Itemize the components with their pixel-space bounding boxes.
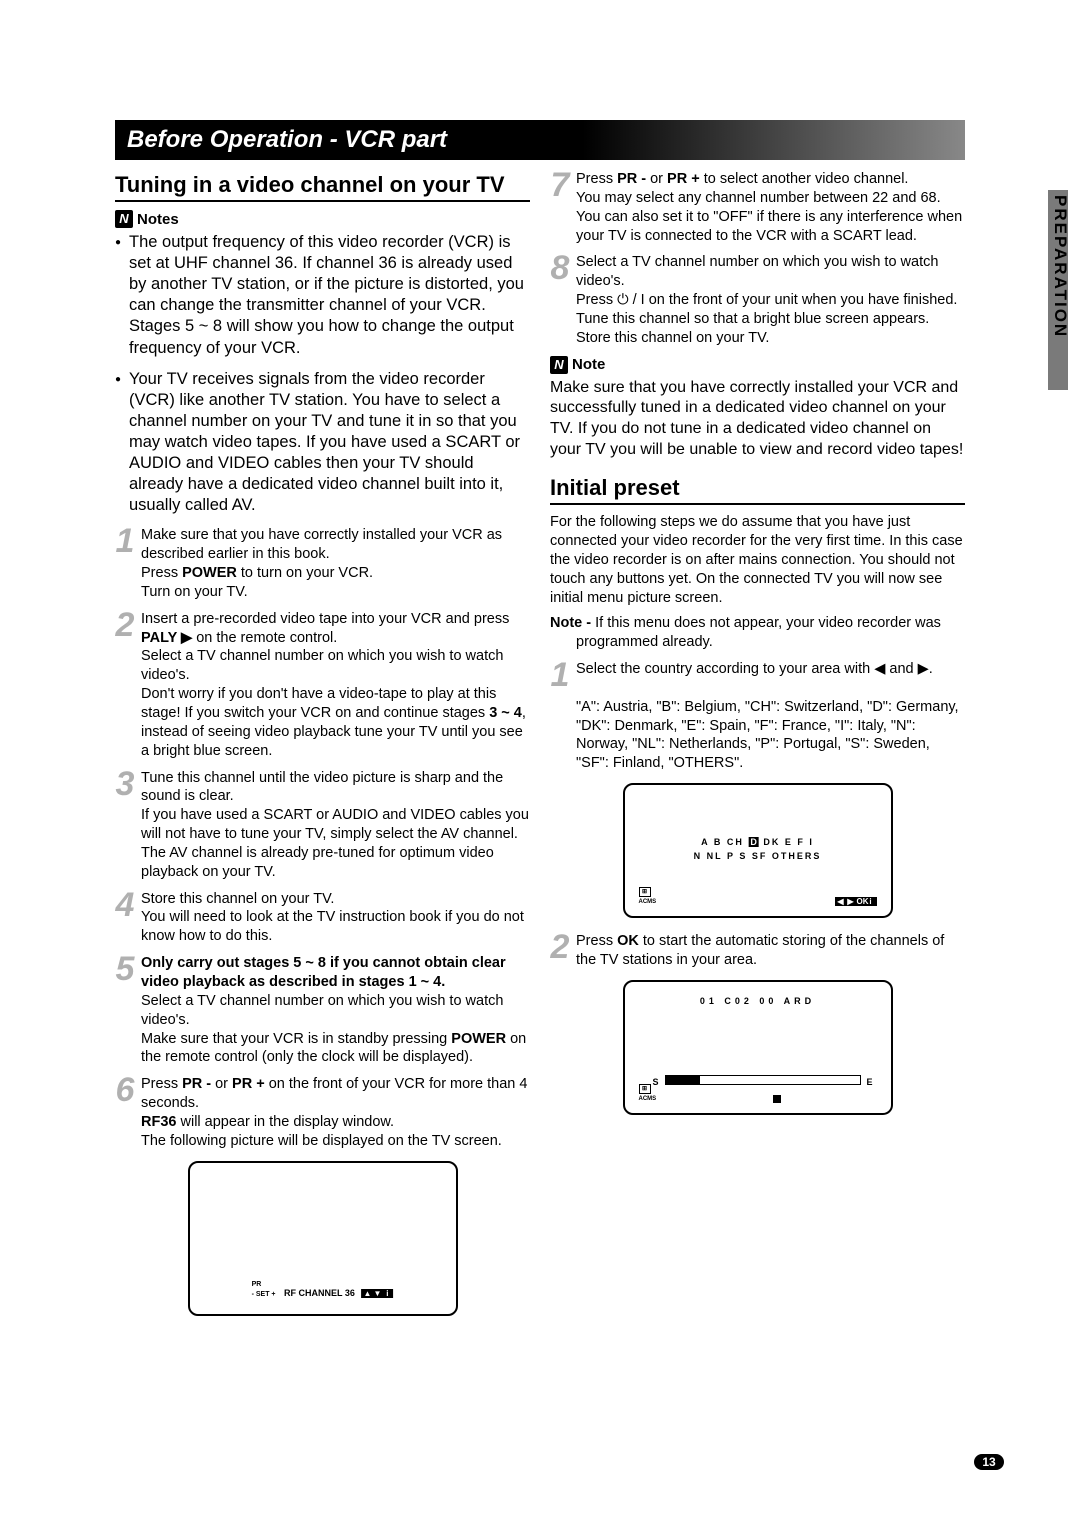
step-num-2: 2 xyxy=(115,610,135,761)
columns: Tuning in a video channel on your TV N N… xyxy=(115,170,965,1330)
step-num-4: 4 xyxy=(115,890,135,947)
preset-step-text-2: Press OK to start the automatic storing … xyxy=(576,932,965,970)
note-text-2: Note xyxy=(572,356,605,373)
tv-screen-scan: 01 C02 00 ARD S E ⊞ ACMS xyxy=(623,980,893,1115)
stop-icon xyxy=(773,1095,781,1103)
step-7: 7 Press PR - or PR + to select another v… xyxy=(550,170,965,245)
right-column: 7 Press PR - or PR + to select another v… xyxy=(550,170,965,1330)
step-text-1: Make sure that you have correctly instal… xyxy=(141,526,530,601)
preset-step-text-1: Select the country according to your are… xyxy=(576,660,965,773)
notes-label: N Notes xyxy=(115,210,530,228)
step-5: 5 Only carry out stages 5 ~ 8 if you can… xyxy=(115,954,530,1067)
side-tab: PREPARATION xyxy=(1036,190,1080,460)
step-text-4: Store this channel on your TV.You will n… xyxy=(141,890,530,947)
step-num-8: 8 xyxy=(550,253,570,347)
preset-step-2: 2 Press OK to start the automatic storin… xyxy=(550,932,965,970)
step-num-1: 1 xyxy=(115,526,135,601)
step-text-2: Insert a pre-recorded video tape into yo… xyxy=(141,610,530,761)
step-8: 8 Select a TV channel number on which yo… xyxy=(550,253,965,347)
side-tab-text: PREPARATION xyxy=(1050,195,1070,338)
scan-e: E xyxy=(866,1077,872,1087)
step-1: 1 Make sure that you have correctly inst… xyxy=(115,526,530,601)
arrow-btns-1: ◀▶OKi xyxy=(835,896,877,906)
page-number: 13 xyxy=(974,1454,1004,1470)
step-num-7: 7 xyxy=(550,170,570,245)
step-text-6: Press PR - or PR + on the front of your … xyxy=(141,1075,530,1150)
tv-screen-country: A B CH D DK E F I N NL P S SF OTHERS ⊞ A… xyxy=(623,783,893,918)
scan-bar-fill xyxy=(666,1076,701,1084)
step-text-7: Press PR - or PR + to select another vid… xyxy=(576,170,965,245)
step-text-5: Only carry out stages 5 ~ 8 if you canno… xyxy=(141,954,530,1067)
step-4: 4 Store this channel on your TV.You will… xyxy=(115,890,530,947)
page-content: Before Operation - VCR part Tuning in a … xyxy=(115,120,965,1330)
bullet-2: Your TV receives signals from the video … xyxy=(129,369,530,517)
acms-icon: ⊞ xyxy=(639,887,651,897)
notes-text: Notes xyxy=(137,211,179,228)
tv-screen-rf: PR - SET + RF CHANNEL 36 ▲▼i xyxy=(188,1161,458,1316)
tuning-title: Tuning in a video channel on your TV xyxy=(115,172,530,202)
country-row-1: A B CH D DK E F I xyxy=(701,837,814,847)
acms-label-2: ⊞ ACMS xyxy=(639,1084,657,1103)
step-3: 3 Tune this channel until the video pict… xyxy=(115,769,530,882)
note-label-2: N Note xyxy=(550,356,965,374)
rf-channel-text: PR - SET + RF CHANNEL 36 ▲▼i xyxy=(252,1278,394,1298)
step-num-5: 5 xyxy=(115,954,135,1067)
step-text-3: Tune this channel until the video pictur… xyxy=(141,769,530,882)
preset-step-num-1: 1 xyxy=(550,660,570,773)
step-text-8: Select a TV channel number on which you … xyxy=(576,253,965,347)
sub-note: Note - If this menu does not appear, you… xyxy=(550,614,965,652)
preset-step-num-2: 2 xyxy=(550,932,570,970)
step-2: 2 Insert a pre-recorded video tape into … xyxy=(115,610,530,761)
initial-preset-title: Initial preset xyxy=(550,475,965,505)
note-icon-2: N xyxy=(550,356,568,374)
step-num-6: 6 xyxy=(115,1075,135,1150)
left-column: Tuning in a video channel on your TV N N… xyxy=(115,170,530,1330)
notes-bullets: The output frequency of this video recor… xyxy=(115,232,530,516)
bullet-1: The output frequency of this video recor… xyxy=(129,232,530,359)
note-body: Make sure that you have correctly instal… xyxy=(550,378,965,461)
scan-top-row: 01 C02 00 ARD xyxy=(700,996,815,1006)
notes-icon: N xyxy=(115,210,133,228)
acms-label-1: ⊞ ACMS xyxy=(639,887,657,906)
step-num-3: 3 xyxy=(115,769,135,882)
preset-step-1: 1 Select the country according to your a… xyxy=(550,660,965,773)
acms-icon-2: ⊞ xyxy=(639,1084,651,1094)
scan-bar xyxy=(665,1075,861,1085)
title-bar: Before Operation - VCR part xyxy=(115,120,965,160)
country-row-2: N NL P S SF OTHERS xyxy=(694,851,822,861)
initial-preset-intro: For the following steps we do assume tha… xyxy=(550,513,965,609)
step-6: 6 Press PR - or PR + on the front of you… xyxy=(115,1075,530,1150)
